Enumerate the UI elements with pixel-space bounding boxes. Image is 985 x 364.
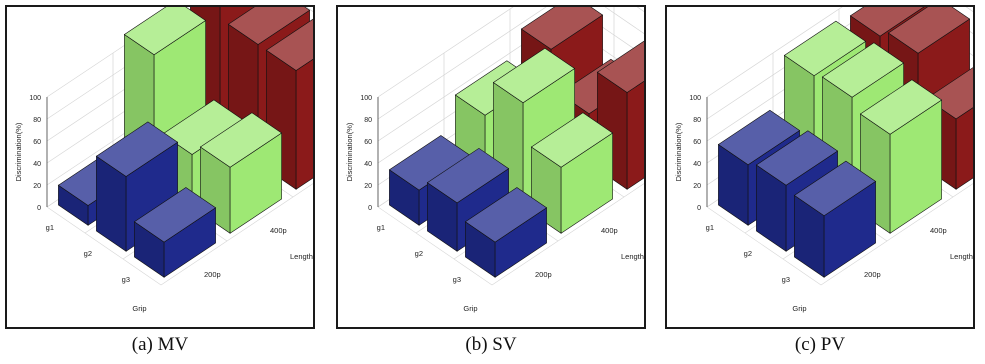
z-tick-label: 80: [693, 117, 701, 124]
z-tick-label: 20: [33, 183, 41, 190]
length-axis-title: Length: [950, 252, 973, 261]
bar-face: [530, 112, 614, 168]
bar-face: [955, 107, 973, 190]
z-tick-label: 100: [29, 95, 41, 102]
grip-tick-label: g2: [744, 249, 752, 258]
length-tick-label: 400p: [270, 226, 287, 235]
bar-face: [596, 40, 644, 93]
bar-face: [426, 147, 510, 204]
grip-tick-label: g3: [122, 275, 130, 284]
bar-face: [520, 7, 604, 50]
floor-gridline: [706, 206, 822, 286]
bar-g3-200p: [793, 160, 877, 278]
bar-face: [717, 109, 801, 166]
bar-face: [199, 112, 283, 168]
chart-svg-pv: 0 20 40 60 80 100 Discrimination(%) g1 g2 g3 200p 4…: [674, 7, 973, 313]
bar-g3-200p: [464, 187, 548, 278]
floor-gridline: [160, 183, 313, 286]
bar-face: [821, 42, 905, 98]
grip-axis-title: Grip: [792, 304, 806, 313]
z-tick-label: 60: [364, 139, 372, 146]
plot-sv: 0 20 40 60 80 100 Discrimination(%) g1 g2 g3 200p 4…: [345, 7, 644, 313]
z-tick-label: 40: [33, 161, 41, 168]
grip-tick-label: g1: [46, 223, 54, 232]
bar-face: [755, 130, 839, 186]
length-tick-label: 400p: [601, 226, 618, 235]
floor-gridline: [491, 183, 644, 286]
length-axis-title: Length: [290, 252, 313, 261]
grip-axis-title: Grip: [463, 304, 477, 313]
caption-pv: (c) PV: [794, 334, 846, 355]
grip-tick-label: g3: [782, 275, 790, 284]
bar-face: [265, 18, 313, 71]
bar-face: [295, 58, 313, 190]
z-tick-label: 100: [689, 95, 701, 102]
chart-panel-sv: 0 20 40 60 80 100 Discrimination(%) g1 g2 g3 200p 4…: [336, 5, 646, 329]
length-tick-label: 200p: [864, 270, 881, 279]
grip-tick-label: g1: [706, 223, 714, 232]
chart-svg-mv: 0 20 40 60 80 100 Discrimination(%) g1 g2 g3 200p 4…: [14, 7, 313, 313]
z-axis-title: Discrimination(%): [345, 122, 354, 181]
bar-face: [464, 187, 548, 243]
z-tick-label: 0: [37, 205, 41, 212]
z-tick-label: 80: [33, 117, 41, 124]
plot-pv: 0 20 40 60 80 100 Discrimination(%) g1 g2 g3 200p 4…: [674, 7, 973, 313]
grip-tick-label: g1: [377, 223, 385, 232]
bar-face: [887, 7, 971, 54]
bar-face: [793, 160, 877, 217]
z-tick-label: 0: [697, 205, 701, 212]
bar-face: [95, 121, 179, 177]
bar-face: [783, 20, 867, 77]
caption-sv: (b) SV: [465, 334, 517, 355]
grip-tick-label: g2: [415, 249, 423, 258]
bar-face: [227, 7, 311, 45]
floor-gridline: [46, 206, 162, 286]
z-tick-label: 20: [364, 183, 372, 190]
length-tick-label: 200p: [204, 270, 221, 279]
bar-g3-200p: [133, 187, 217, 278]
caption-mv: (a) MV: [131, 334, 189, 355]
z-tick-label: 40: [364, 161, 372, 168]
bar-face: [492, 47, 576, 104]
z-axis-title: Discrimination(%): [674, 122, 683, 181]
bar-face: [849, 7, 925, 37]
z-axis-title: Discrimination(%): [14, 122, 23, 181]
bar-face: [123, 7, 207, 56]
length-tick-label: 200p: [535, 270, 552, 279]
z-tick-label: 40: [693, 161, 701, 168]
bar-face: [859, 79, 943, 135]
z-tick-label: 20: [693, 183, 701, 190]
length-tick-label: 400p: [930, 226, 947, 235]
floor-gridline: [820, 183, 973, 286]
length-axis-title: Length: [621, 252, 644, 261]
z-tick-label: 80: [364, 117, 372, 124]
bar-face: [626, 80, 644, 190]
bar-face: [133, 187, 217, 243]
grip-tick-label: g3: [453, 275, 461, 284]
grip-tick-label: g2: [84, 249, 92, 258]
z-tick-label: 100: [360, 95, 372, 102]
chart-panel-pv: 0 20 40 60 80 100 Discrimination(%) g1 g2 g3 200p 4…: [665, 5, 975, 329]
floor-gridline: [377, 206, 493, 286]
grip-axis-title: Grip: [132, 304, 146, 313]
plot-mv: 0 20 40 60 80 100 Discrimination(%) g1 g2 g3 200p 4…: [14, 7, 313, 313]
chart-svg-sv: 0 20 40 60 80 100 Discrimination(%) g1 g2 g3 200p 4…: [345, 7, 644, 313]
z-tick-label: 0: [368, 205, 372, 212]
chart-panel-mv: 0 20 40 60 80 100 Discrimination(%) g1 g2 g3 200p 4…: [5, 5, 315, 329]
z-tick-label: 60: [33, 139, 41, 146]
z-tick-label: 60: [693, 139, 701, 146]
